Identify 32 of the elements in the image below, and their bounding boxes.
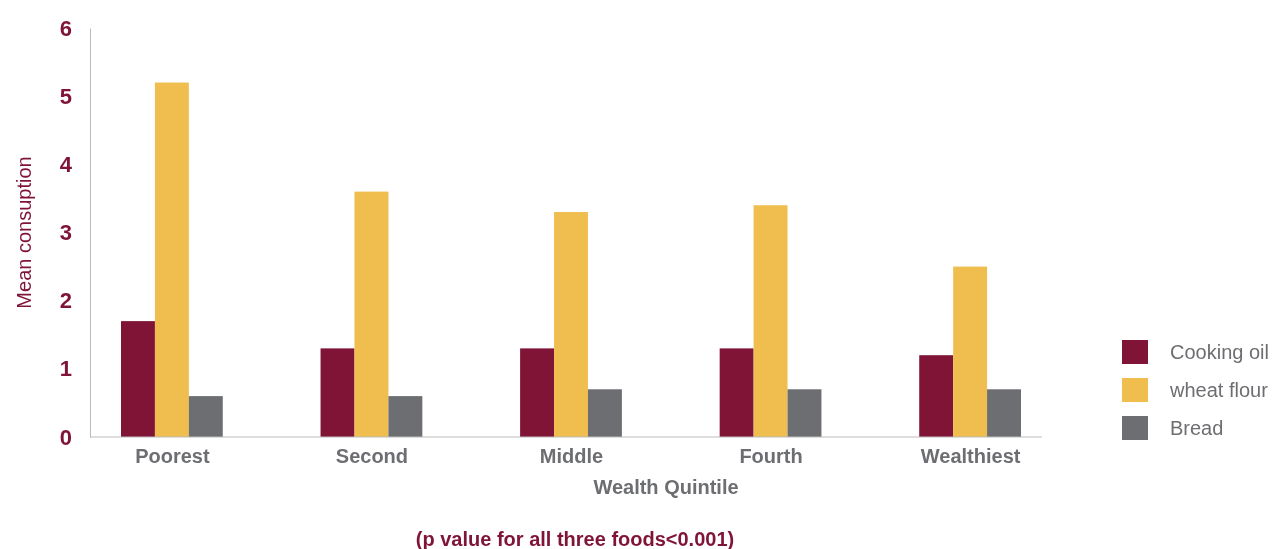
bar (787, 389, 822, 437)
y-tick-label: 1 (59, 356, 72, 382)
y-tick-label: 4 (59, 151, 73, 177)
y-tick-label: 3 (59, 220, 72, 246)
bar (188, 396, 223, 437)
bar (121, 321, 155, 437)
bar (753, 205, 788, 437)
legend-label: wheat flour (1169, 379, 1269, 401)
bar (520, 348, 555, 437)
x-tick-label: Second (335, 445, 409, 468)
x-tick-label: Fourth (739, 445, 803, 468)
bar (554, 212, 588, 437)
bar (987, 389, 1021, 437)
x-axis-title: Wealth Quintile (593, 476, 739, 498)
x-tick-label: Wealthiest (920, 445, 1021, 468)
bar (388, 396, 423, 437)
legend-label: Bread (1170, 417, 1224, 439)
bar (154, 82, 189, 437)
y-tick-label: 6 (59, 15, 72, 41)
y-tick-label: 5 (59, 83, 72, 109)
bar (320, 348, 355, 437)
x-tick-label: Middle (539, 445, 604, 468)
bar (354, 191, 389, 437)
bar (587, 389, 622, 437)
bar (953, 266, 988, 437)
y-tick-label: 2 (59, 288, 72, 314)
bar (719, 348, 754, 437)
y-tick-label: 0 (59, 424, 72, 450)
x-tick-label: Poorest (135, 445, 210, 468)
bar (919, 355, 954, 437)
legend-label: Cooking oil (1170, 341, 1269, 363)
y-axis-title: Mean consuption (13, 156, 35, 309)
